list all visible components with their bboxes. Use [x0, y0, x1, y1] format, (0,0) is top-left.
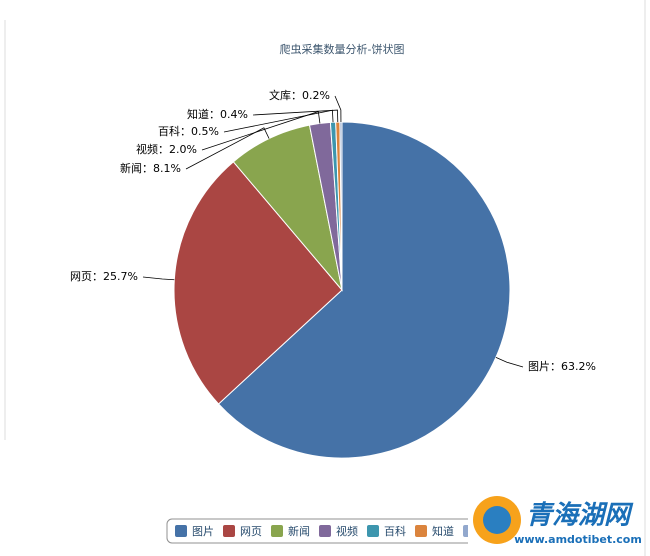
legend-swatch: [271, 525, 283, 537]
legend-swatch: [319, 525, 331, 537]
connector: [252, 109, 339, 123]
legend-swatch: [175, 525, 187, 537]
data-label: 视频：2.0%: [136, 142, 197, 156]
connector: [142, 276, 175, 281]
data-label: 百科：0.5%: [158, 124, 219, 138]
watermark-logo-inner: [483, 506, 511, 534]
legend-label: 百科: [384, 524, 406, 538]
data-label: 新闻：8.1%: [120, 161, 181, 175]
pie-slice: [217, 121, 511, 459]
data-label: 图片：63.2%: [528, 360, 596, 373]
legend-swatch: [223, 525, 235, 537]
data-label: 文库：0.2%: [269, 88, 330, 102]
watermark-name: 青海湖网: [526, 501, 634, 531]
legend-swatch: [367, 525, 379, 537]
legend-label: 新闻: [288, 524, 310, 538]
connector: [185, 127, 270, 170]
chart-title: 爬虫采集数量分析-饼状图: [280, 42, 405, 56]
data-label: 网页：25.7%: [70, 270, 138, 283]
data-label: 知道：0.4%: [187, 107, 248, 121]
legend-label: 网页: [240, 525, 262, 538]
watermark-url: www.amdotibet.com: [514, 533, 642, 546]
legend-label: 知道: [432, 524, 454, 538]
legend-swatch: [415, 525, 427, 537]
connector: [495, 357, 524, 368]
legend-label: 图片: [192, 525, 214, 538]
connector: [334, 95, 342, 123]
legend-label: 视频: [336, 524, 358, 538]
